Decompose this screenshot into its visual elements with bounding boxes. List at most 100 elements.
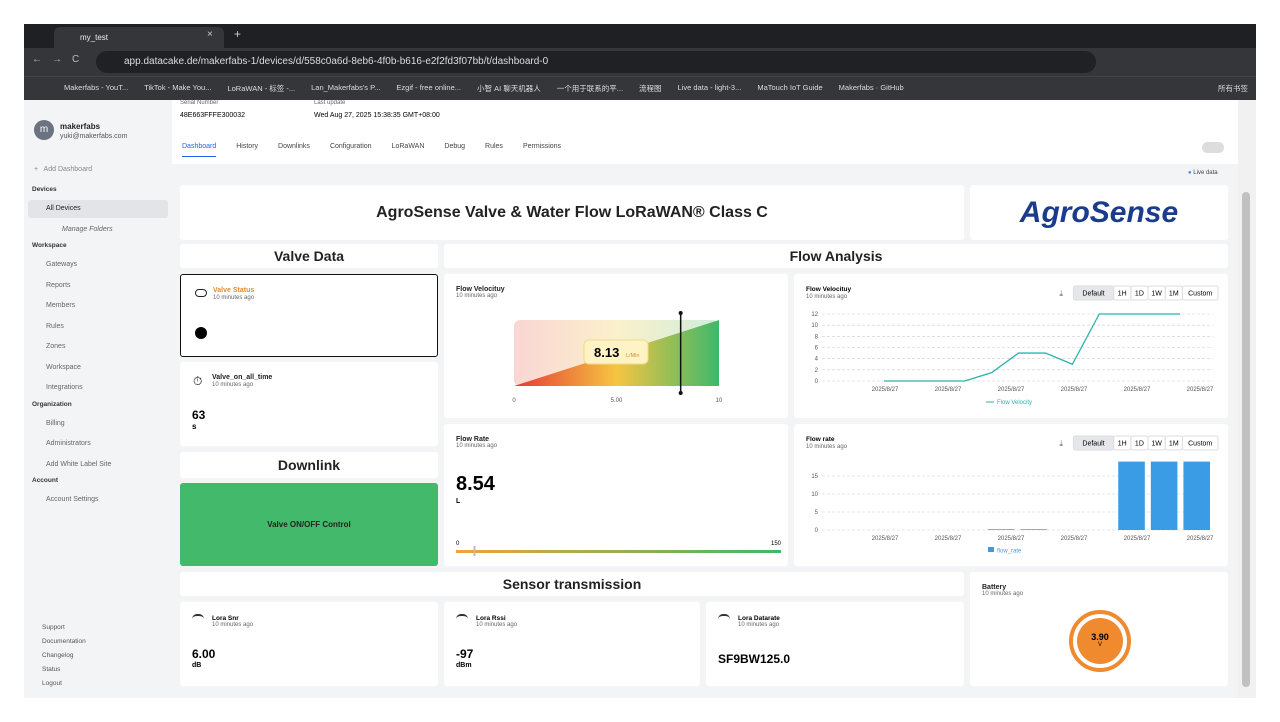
- tab[interactable]: Permissions: [522, 143, 562, 150]
- tab[interactable]: my_test: [54, 27, 224, 48]
- nav-item[interactable]: Manage Folders: [62, 225, 113, 233]
- widget-title: Valve Status: [213, 287, 255, 294]
- download[interactable]: ⤓: [1059, 439, 1063, 448]
- bar: [1020, 529, 1048, 530]
- nav-buttons[interactable]: ←→C: [32, 54, 90, 65]
- widget-time: 10 minutes ago: [212, 382, 254, 388]
- tab[interactable]: Dashboard: [182, 143, 217, 157]
- chart-title: Flow rate: [806, 436, 835, 443]
- footer-link[interactable]: Documentation: [42, 638, 86, 645]
- flow-value: 8.54: [456, 473, 496, 495]
- bookmark[interactable]: Makerfabs - YouT...: [64, 83, 129, 92]
- bookmark[interactable]: 小智 AI 聊天机器人: [477, 84, 541, 93]
- widget-time: 10 minutes ago: [456, 293, 498, 299]
- battery-disc: 3.90 V: [1077, 618, 1123, 664]
- widget-time: 10 minutes ago: [476, 622, 518, 628]
- nav-item[interactable]: Reports: [46, 281, 71, 289]
- nav-item[interactable]: All Devices: [28, 200, 168, 218]
- download[interactable]: ⤓: [1059, 289, 1063, 298]
- dashboard-title: AgroSense Valve & Water Flow LoRaWAN® Cl…: [180, 185, 964, 240]
- widget-title: Lora Rssi: [476, 615, 506, 622]
- x-tick-label: 2025/8/27: [1061, 536, 1088, 542]
- scroll-thumb[interactable]: [1242, 192, 1250, 687]
- range-button[interactable]: [1072, 435, 1115, 451]
- tab[interactable]: Rules: [485, 143, 503, 150]
- range-label: Default: [1082, 291, 1104, 298]
- bookmark[interactable]: LoRaWAN - 标签 -...: [227, 84, 296, 93]
- nav-item[interactable]: Account Settings: [46, 496, 99, 503]
- nav-item[interactable]: Administrators: [46, 440, 91, 447]
- gauge-unit: L/Min: [626, 353, 639, 359]
- widget-unit: s: [192, 422, 197, 431]
- x-tick-label: 2025/8/27: [1187, 536, 1214, 542]
- bookmark[interactable]: MaTouch IoT Guide: [757, 83, 823, 92]
- tab[interactable]: Configuration: [329, 143, 372, 150]
- gauge-tick: 5.00: [611, 398, 623, 404]
- logo: AgroSense: [970, 185, 1228, 240]
- widget-title: Flow Rate: [456, 436, 490, 443]
- sensor-card: Lora Datarate 10 minutes ago SF9BW125.0: [706, 602, 964, 686]
- icon: [456, 614, 468, 624]
- section-downlink: Downlink: [180, 452, 438, 478]
- widget-value: 63: [192, 408, 206, 422]
- y-tick-label: 12: [811, 312, 818, 318]
- footer-link[interactable]: Status: [42, 666, 61, 673]
- nav-item[interactable]: Add White Label Site: [46, 460, 112, 468]
- bookmark[interactable]: 一个用于联系的平...: [556, 84, 624, 93]
- bookmark[interactable]: TikTok - Make You...: [144, 83, 212, 92]
- bookmark[interactable]: 流程图: [639, 84, 662, 93]
- downlink-button[interactable]: Valve ON/OFF Control: [180, 483, 438, 566]
- widget-title: Battery: [982, 584, 1007, 591]
- bookmark[interactable]: Makerfabs · GitHub: [838, 83, 904, 92]
- nav-item[interactable]: Zones: [46, 343, 66, 350]
- y-tick-label: 2: [815, 368, 819, 374]
- serial: 48E663FFFE300032: [180, 112, 245, 119]
- nav-item[interactable]: Gateways: [46, 261, 78, 268]
- x-tick-label: 2025/8/27: [998, 536, 1025, 542]
- nav-item[interactable]: Members: [46, 302, 76, 309]
- widget-time: 10 minutes ago: [456, 443, 498, 449]
- tab[interactable]: Downlinks: [278, 143, 310, 150]
- scrollbar[interactable]: [1238, 100, 1256, 698]
- new-tab[interactable]: +: [234, 27, 242, 41]
- update-label: Last update: [314, 100, 346, 106]
- section-title: Organization: [32, 400, 72, 408]
- footer-link[interactable]: Changelog: [42, 652, 74, 659]
- nav-item[interactable]: Integrations: [46, 384, 83, 391]
- tab[interactable]: LoRaWAN: [391, 143, 425, 150]
- bar: [987, 529, 1015, 530]
- range-label: Custom: [1188, 441, 1212, 448]
- tab[interactable]: History: [236, 143, 259, 150]
- tab[interactable]: Debug: [444, 143, 466, 150]
- bookmark[interactable]: Ezgif - free online...: [396, 83, 462, 92]
- y-tick-label: 8: [815, 334, 819, 340]
- icon: ⏱: [193, 374, 203, 388]
- live-label: Live data: [1193, 170, 1218, 176]
- footer-link[interactable]: Support: [42, 624, 65, 631]
- section-title: Account: [32, 477, 58, 484]
- nav-item[interactable]: Rules: [46, 322, 64, 330]
- range-label: 1W: [1151, 441, 1162, 448]
- address-bar[interactable]: app.datacake.de/makerfabs-1/devices/d/55…: [96, 51, 1096, 73]
- icon: [192, 614, 204, 624]
- nav-item[interactable]: Workspace: [46, 363, 81, 371]
- tab-close[interactable]: ×: [207, 29, 213, 40]
- nav-item[interactable]: Billing: [46, 419, 65, 427]
- user-name[interactable]: makerfabs: [60, 122, 101, 131]
- range-label: Default: [1082, 441, 1104, 448]
- bookmarks: Makerfabs - YouT... TikTok - Make You... L…: [64, 83, 904, 94]
- footer-link[interactable]: Logout: [42, 680, 62, 687]
- range-label: 1M: [1169, 291, 1179, 298]
- valve-on-card: ⏱ Valve_on_all_time 10 minutes ago 63 s: [180, 362, 438, 446]
- add-dashboard[interactable]: + Add Dashboard: [34, 166, 93, 173]
- range-button[interactable]: [1072, 285, 1115, 301]
- toggle[interactable]: [1202, 142, 1224, 153]
- all-bookmarks[interactable]: 所有书签: [1218, 84, 1248, 93]
- chart-title: Flow Velocituy: [806, 286, 852, 293]
- bookmark[interactable]: Live data - light-3...: [677, 83, 742, 92]
- y-tick-label: 6: [815, 346, 819, 352]
- x-tick-label: 2025/8/27: [1124, 536, 1151, 542]
- y-tick-label: 10: [811, 323, 818, 329]
- bookmark[interactable]: Lan_Makerfabs's P...: [311, 83, 381, 92]
